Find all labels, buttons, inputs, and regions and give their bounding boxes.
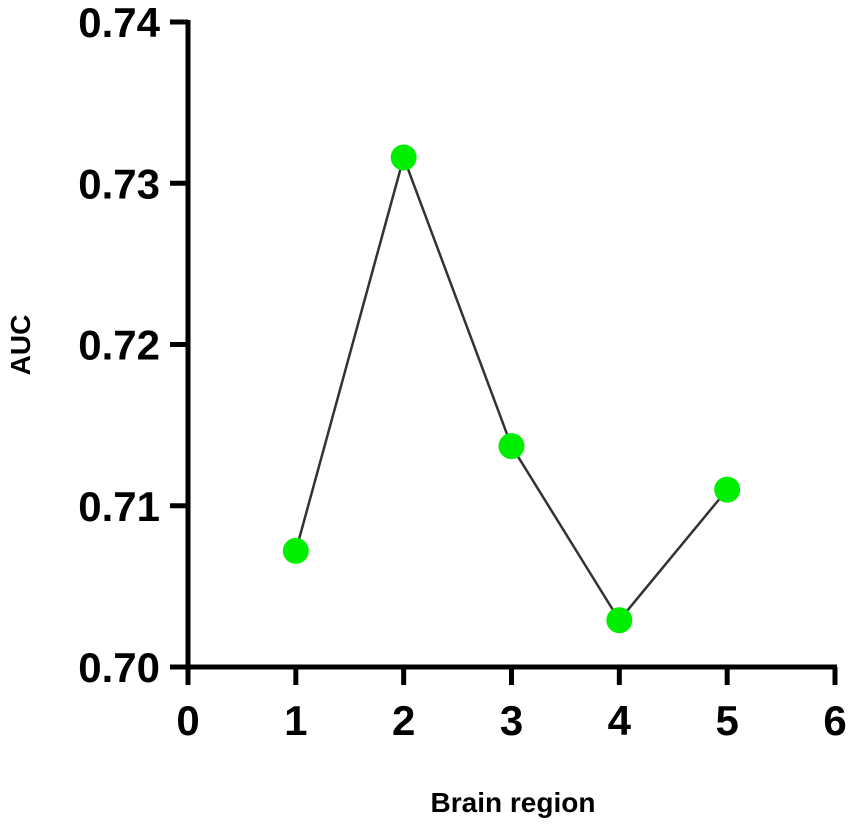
marker	[390, 144, 417, 171]
x-tick-label: 5	[715, 697, 738, 744]
x-tick-label: 0	[176, 697, 199, 744]
x-tick-label: 2	[392, 697, 415, 744]
x-tick-label: 4	[608, 697, 632, 744]
x-axis-title: Brain region	[431, 787, 596, 818]
y-tick-label: 0.73	[78, 160, 160, 207]
x-tick-label: 1	[284, 697, 307, 744]
line	[294, 153, 729, 623]
y-axis-title: AUC	[5, 315, 36, 376]
y-tick-label: 0.71	[78, 483, 160, 530]
y-tick-label: 0.74	[78, 0, 160, 46]
marker	[282, 537, 309, 564]
marker	[498, 433, 525, 460]
marker	[606, 607, 633, 634]
y-tick-label: 0.70	[78, 644, 160, 691]
x-tick-label: 3	[500, 697, 523, 744]
marker	[714, 476, 741, 503]
x-tick-label: 6	[823, 697, 846, 744]
y-tick-label: 0.72	[78, 322, 160, 369]
